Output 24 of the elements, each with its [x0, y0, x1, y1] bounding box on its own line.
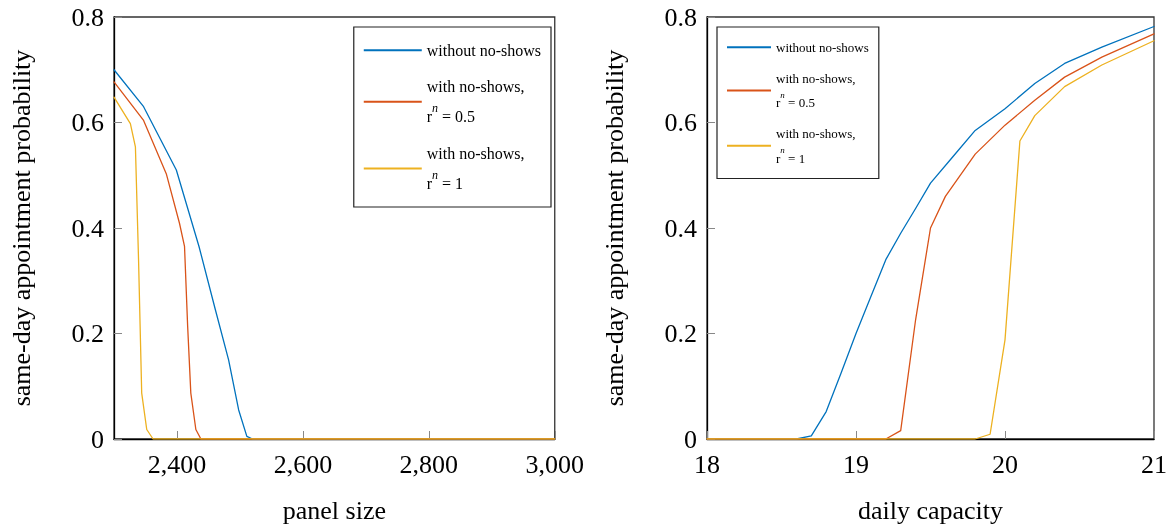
x-tick-label: 18: [694, 449, 720, 479]
x-tick-label: 2,400: [147, 449, 207, 479]
legend-label: without no-shows: [776, 39, 869, 55]
legend-label: without no-shows: [426, 41, 542, 59]
y-tick-label: 0: [91, 424, 104, 454]
x-axis-title: panel size: [282, 495, 386, 525]
x-tick-label: 3,000: [525, 449, 584, 479]
x-tick-label: 20: [992, 449, 1018, 479]
x-tick-label: 2,800: [399, 449, 459, 479]
x-axis-title: daily capacity: [857, 495, 1004, 525]
y-tick-label: 0.4: [664, 213, 697, 243]
y-tick-label: 0.8: [71, 2, 104, 32]
x-tick-label: 19: [843, 449, 869, 479]
x-tick-label: 2,600: [273, 449, 333, 479]
y-tick-label: 0.2: [664, 319, 697, 348]
y-tick-label: 0.6: [664, 108, 697, 137]
y-tick-label: 0.8: [664, 2, 697, 32]
y-tick-label: 0.4: [71, 213, 104, 243]
x-tick-label: 21: [1141, 449, 1167, 479]
y-tick-label: 0: [684, 424, 697, 454]
y-axis-title: same-day appointment probability: [599, 49, 629, 407]
y-tick-label: 0.6: [71, 108, 104, 137]
y-axis-title: same-day appointment probability: [6, 49, 36, 407]
y-tick-label: 0.2: [71, 319, 104, 348]
